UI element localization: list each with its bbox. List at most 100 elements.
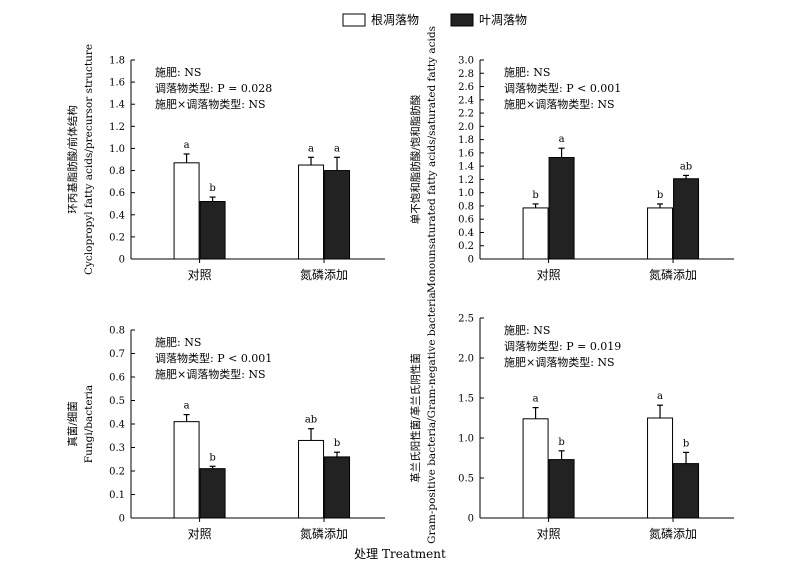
y-tick-label: 1.0 <box>109 144 125 155</box>
y-tick-label: 0.8 <box>109 166 125 177</box>
legend-swatch-leaf-litter <box>450 13 474 27</box>
y-tick-label: 2.2 <box>458 109 474 120</box>
x-tick-label: 氮磷添加 <box>300 526 348 541</box>
y-tick-label: 0.8 <box>458 201 474 212</box>
legend: 根凋落物 叶凋落物 <box>342 13 527 27</box>
bar-root-litter <box>647 207 674 260</box>
stat-annotation: 施肥: NS <box>504 324 550 337</box>
bar-root-litter <box>173 162 200 260</box>
y-axis-label-en: Cyclopropyl fatty acids/precursor struct… <box>83 44 95 275</box>
bar-leaf-litter <box>673 463 700 519</box>
stat-annotation: 施肥: NS <box>504 66 550 79</box>
bar-leaf-litter <box>548 157 575 260</box>
significance-letter: b <box>532 190 538 201</box>
y-tick-label: 0.2 <box>458 241 474 252</box>
x-tick-label: 氮磷添加 <box>300 267 348 282</box>
stat-annotation: 调落物类型: P < 0.001 <box>504 81 621 95</box>
y-tick-label: 1.0 <box>458 188 474 199</box>
stat-annotation: 施肥×调落物类型: NS <box>155 367 266 381</box>
y-tick-label: 2.5 <box>458 314 474 325</box>
y-axis-label-cn: 单不饱和脂肪酸/饱和脂肪酸 <box>409 94 422 224</box>
stat-annotation: 施肥: NS <box>155 66 201 79</box>
x-tick-label: 氮磷添加 <box>649 526 697 541</box>
bar-root-litter <box>647 417 674 519</box>
y-tick-label: 0.6 <box>109 373 125 384</box>
y-tick-label: 0.4 <box>109 210 125 221</box>
bar-root-litter <box>298 164 325 260</box>
y-tick-label: 0.5 <box>109 396 125 407</box>
y-axis-label-en: Fungi/bacteria <box>83 385 95 463</box>
x-tick-label: 氮磷添加 <box>649 267 697 282</box>
y-tick-label: 1.0 <box>458 434 474 445</box>
x-tick-label: 对照 <box>188 268 212 282</box>
y-tick-label: 1.6 <box>458 148 474 159</box>
x-axis-title: 处理 Treatment <box>354 547 446 561</box>
significance-letter: a <box>559 134 565 145</box>
y-tick-label: 0 <box>119 255 125 266</box>
y-tick-label: 0.4 <box>109 420 125 431</box>
y-tick-label: 1.8 <box>458 135 474 146</box>
stat-annotation: 调落物类型: P < 0.001 <box>155 351 272 365</box>
y-tick-label: 0.6 <box>458 215 474 226</box>
x-tick-label: 对照 <box>537 268 561 282</box>
chart-panel-3: 00.10.20.30.40.50.60.70.8对照ab氮磷添加abb真菌/细… <box>66 326 385 541</box>
y-tick-label: 1.4 <box>109 100 125 111</box>
bar-leaf-litter <box>199 201 226 260</box>
legend-label-root-litter: 根凋落物 <box>371 13 419 27</box>
y-axis-label-cn: 真菌/细菌 <box>66 401 79 447</box>
bar-leaf-litter <box>199 468 226 519</box>
bar-root-litter <box>522 207 549 260</box>
y-tick-label: 1.2 <box>109 122 125 133</box>
significance-letter: b <box>558 437 564 448</box>
stat-annotation: 调落物类型: P = 0.028 <box>155 81 272 95</box>
significance-letter: b <box>683 438 689 449</box>
bar-root-litter <box>522 418 549 519</box>
significance-letter: b <box>209 183 215 194</box>
bar-leaf-litter <box>548 459 575 519</box>
y-axis-label-en: Monounsaturated fatty acids/saturated fa… <box>426 26 438 293</box>
y-tick-label: 0.8 <box>109 326 125 337</box>
y-tick-label: 0.5 <box>458 474 474 485</box>
y-tick-label: 0 <box>468 255 474 266</box>
y-tick-label: 1.4 <box>458 162 474 173</box>
y-tick-label: 2.8 <box>458 69 474 80</box>
y-tick-label: 0.2 <box>109 467 125 478</box>
significance-letter: ab <box>305 415 317 426</box>
y-axis-label-cn: 革兰氏阳性菌/革兰氏阴性菌 <box>409 353 422 483</box>
stat-annotation: 施肥×调落物类型: NS <box>504 97 615 111</box>
significance-letter: a <box>533 394 539 405</box>
y-axis-label-en: Gram-positive bacteria/Gram-negative bac… <box>426 292 438 544</box>
x-tick-label: 对照 <box>188 527 212 541</box>
stat-annotation: 施肥: NS <box>155 336 201 349</box>
bar-root-litter <box>173 421 200 519</box>
chart-panel-4: 0 0.5 1.0 1.5 2.0 2.5 对照 a b 氮磷添加 a b 革兰氏阳性菌/革兰氏阴性菌 G… <box>409 292 734 544</box>
y-tick-label: 3.0 <box>458 56 474 67</box>
y-tick-label: 0.2 <box>109 232 125 243</box>
stat-annotation: 调落物类型: P = 0.019 <box>504 339 621 353</box>
significance-letter: b <box>657 190 663 201</box>
significance-letter: a <box>184 140 190 151</box>
significance-letter: ab <box>680 161 692 172</box>
significance-letter: b <box>209 452 215 463</box>
y-tick-label: 2.0 <box>458 354 474 365</box>
legend-swatch-root-litter <box>342 13 366 27</box>
significance-letter: a <box>184 401 190 412</box>
stat-annotation: 施肥×调落物类型: NS <box>504 355 615 369</box>
significance-letter: b <box>334 438 340 449</box>
bar-leaf-litter <box>324 170 351 260</box>
chart-panel-1: 0 0.2 0.4 0.6 0.8 1.0 1.2 1.4 1.6 1.8 对照 a b 氮磷添加 a a 环丙… <box>66 44 385 282</box>
y-tick-label: 0.4 <box>458 228 474 239</box>
y-tick-label: 2.0 <box>458 122 474 133</box>
legend-label-leaf-litter: 叶凋落物 <box>479 13 527 27</box>
chart-panel-2: 0 0.2 0.4 0.6 0.8 1.0 1.2 1.4 1.6 1.8 2.0 2.2 2.4 2.6… <box>409 26 734 293</box>
y-tick-label: 1.5 <box>458 394 474 405</box>
y-tick-label: 0 <box>119 514 125 525</box>
y-tick-label: 2.4 <box>458 95 474 106</box>
y-tick-label: 1.8 <box>109 56 125 67</box>
significance-letter: a <box>657 391 663 402</box>
significance-letter: a <box>308 143 314 154</box>
y-tick-label: 0.6 <box>109 188 125 199</box>
bar-root-litter <box>298 439 325 519</box>
y-axis-label-cn: 环丙基脂肪酸/前体结构 <box>66 105 79 214</box>
